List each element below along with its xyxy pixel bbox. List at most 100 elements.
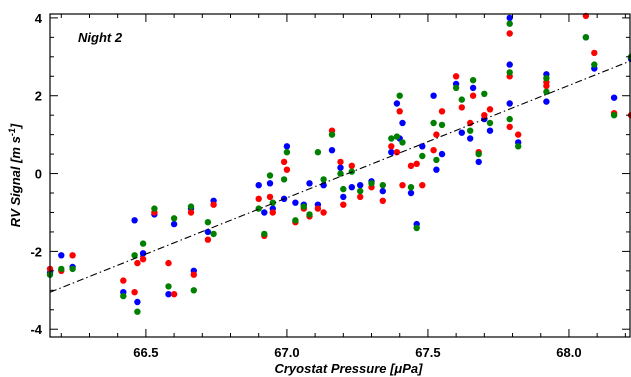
data-point-s2-57 [610,112,618,119]
data-point-s2-54 [543,75,550,82]
data-point-s2-46 [475,150,482,158]
data-point-s0-36 [407,189,415,197]
data-point-s2-47 [481,90,488,98]
data-point-s2-8 [165,283,172,290]
data-point-s1-11 [190,271,197,278]
data-point-s2-22 [306,211,313,218]
data-point-s1-13 [210,201,217,208]
y-tick-label: 2 [35,89,42,104]
data-point-s1-5 [134,259,141,267]
data-point-s1-39 [430,147,437,154]
data-point-s2-26 [337,170,344,177]
data-point-s2-7 [151,205,158,212]
data-point-s1-31 [379,197,386,204]
data-point-s1-56 [591,49,598,57]
data-point-s2-23 [314,149,322,156]
fit-line [49,60,631,293]
data-point-s2-6 [139,240,147,247]
data-point-s1-36 [407,162,415,169]
data-point-s0-9 [170,220,178,228]
data-point-s1-49 [506,30,513,37]
data-point-s1-41 [438,108,446,115]
data-point-s2-29 [357,187,364,195]
x-tick-label: 67.5 [415,345,440,360]
data-point-s1-23 [314,205,322,212]
y-axis-title-main: RV Signal [m s [8,136,23,227]
data-point-s2-24 [320,176,327,183]
y-tick-label: -2 [30,244,42,259]
data-point-s1-10 [187,209,195,216]
data-point-s1-3 [120,277,127,284]
data-point-s2-50 [506,69,513,76]
data-point-s2-1 [58,265,65,273]
data-point-s1-29 [357,193,364,201]
y-tick-label: 4 [35,11,43,26]
data-point-s0-44 [467,135,474,142]
data-point-s2-21 [300,203,307,210]
data-point-s2-30 [368,180,375,187]
data-point-s1-34 [396,108,403,115]
data-point-s0-15 [261,209,268,216]
data-point-s2-37 [413,224,420,232]
data-point-s0-5 [134,298,141,306]
data-point-s0-8 [165,291,172,298]
data-point-s1-52 [515,131,522,138]
data-points [46,12,631,315]
data-point-s2-12 [204,219,212,226]
data-point-s2-3 [120,292,127,300]
data-point-s1-40 [433,131,440,138]
data-point-s1-32 [388,143,395,150]
data-point-s0-50 [506,100,513,107]
x-tick-label: 66.5 [133,345,158,360]
data-point-s2-11 [190,287,197,294]
data-point-s0-4 [131,217,138,224]
data-point-s0-35 [399,119,406,127]
data-point-s2-15 [261,230,268,238]
data-point-s1-35 [399,182,406,189]
y-axis-title-exponent: -1 [7,128,17,136]
data-point-s1-45 [469,92,477,99]
data-point-s1-37 [413,160,420,167]
data-point-s2-51 [506,115,513,123]
plot-frame [49,13,631,338]
data-point-s1-26 [337,158,344,166]
x-axis-title: Cryostat Pressure [μPa] [274,361,423,376]
data-point-s2-48 [486,119,494,127]
data-point-s1-48 [486,106,494,113]
data-point-s0-28 [348,184,355,191]
data-point-s0-12 [204,228,212,236]
data-point-s0-27 [340,193,347,201]
x-tick-labels: 66.5 67.0 67.5 68.0 [133,345,581,360]
data-point-s0-46 [475,158,482,166]
data-point-s1-33 [393,149,401,156]
data-point-s2-18 [280,176,288,183]
data-point-s0-48 [486,127,494,134]
data-point-s1-9 [170,291,178,298]
y-axis-title: RV Signal [m s-1] [7,123,23,227]
data-point-s2-34 [396,92,403,99]
data-point-s0-39 [430,92,437,99]
data-point-s0-1 [58,252,65,259]
data-point-s1-18 [280,158,288,166]
data-point-s0-45 [469,84,477,92]
x-tick-label: 67.0 [274,345,299,360]
data-point-s1-51 [506,123,513,131]
data-point-s2-42 [452,84,460,92]
data-point-s1-6 [139,256,147,263]
data-point-s2-52 [515,143,522,150]
data-point-s2-44 [467,127,474,134]
data-point-s1-14 [255,195,262,202]
data-point-s0-43 [458,129,465,136]
data-point-s2-32 [388,135,395,142]
data-point-s1-42 [452,73,460,80]
data-point-s0-40 [433,166,440,173]
data-point-s2-43 [458,96,465,103]
y-tick-labels: -4 -2 0 2 4 [30,11,42,337]
data-point-s0-19 [283,143,291,150]
data-point-s1-24 [320,209,327,216]
axis-ticks [50,14,630,337]
data-point-s0-49 [506,14,513,22]
data-point-s2-55 [582,34,590,41]
